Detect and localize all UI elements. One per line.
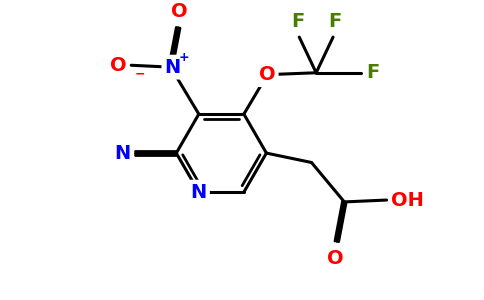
Text: O: O [110,56,126,75]
Text: F: F [366,63,379,82]
Text: −: − [135,67,146,80]
Text: F: F [328,11,342,31]
Text: N: N [114,144,130,163]
Text: OH: OH [391,190,424,209]
Text: O: O [259,65,276,84]
Text: O: O [171,2,187,21]
Text: F: F [291,11,304,31]
Text: N: N [165,58,181,76]
Text: +: + [179,51,189,64]
Text: N: N [191,183,207,202]
Text: O: O [327,249,343,268]
